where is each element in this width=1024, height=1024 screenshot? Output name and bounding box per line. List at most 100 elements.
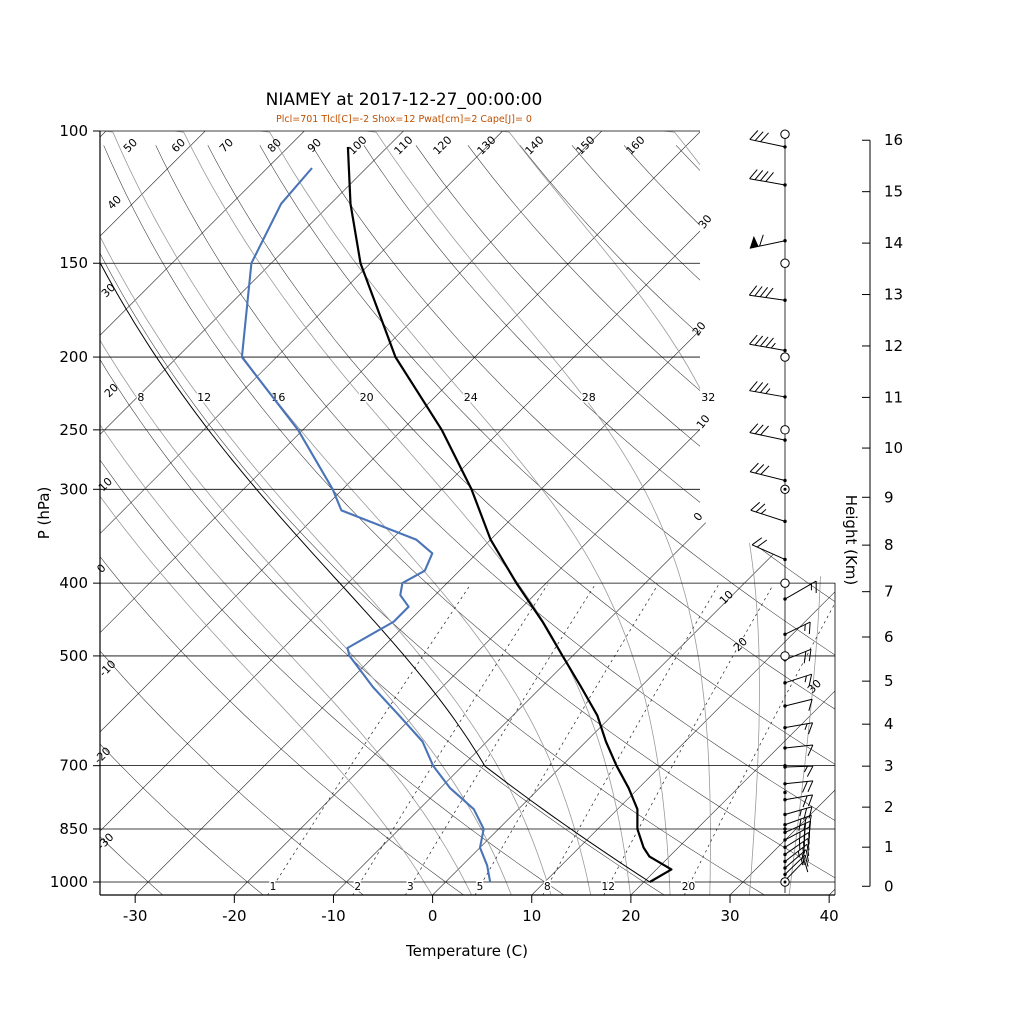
wind-barb bbox=[783, 849, 809, 870]
wind-barbs-column bbox=[748, 129, 817, 893]
pressure-tick-label: 500 bbox=[59, 647, 88, 665]
staff-open-circle bbox=[780, 352, 790, 362]
pressure-tick-label: 300 bbox=[59, 480, 88, 498]
pressure-tick-label: 250 bbox=[59, 421, 88, 439]
dewpoint-profile-line bbox=[240, 167, 492, 883]
temperature-profile-line bbox=[346, 146, 673, 883]
wind-barb bbox=[749, 234, 787, 249]
grid-line-label: 70 bbox=[217, 136, 236, 155]
staff-open-circle bbox=[780, 578, 790, 588]
height-tick-label: 9 bbox=[884, 488, 894, 506]
mixing-ratio-label: 12 bbox=[602, 881, 615, 893]
moist-adiabat-label: 24 bbox=[464, 391, 478, 404]
wind-barb bbox=[783, 722, 814, 735]
grid-line-label: 10 bbox=[96, 475, 115, 494]
grid-line-label: 130 bbox=[475, 134, 499, 158]
temperature-tick-label: -10 bbox=[321, 907, 346, 925]
grid-line-labels: 50 60 70 80 90 100 110 120 130 140 150 160403020100… bbox=[92, 134, 824, 895]
staff-dotted-circle-dot bbox=[783, 487, 787, 491]
grid-mixing-ratio-lines bbox=[267, 584, 835, 895]
grid-line-label: -20 bbox=[92, 745, 114, 767]
wind-barb bbox=[783, 673, 813, 687]
wind-barb bbox=[750, 501, 787, 524]
grid-line-label: 0 bbox=[691, 510, 706, 524]
temperature-tick-label: -30 bbox=[123, 907, 148, 925]
wind-barb bbox=[783, 854, 809, 877]
grid-line-label: 30 bbox=[805, 677, 824, 696]
wind-barb bbox=[783, 621, 811, 637]
wind-barb bbox=[748, 285, 787, 302]
mixing-ratio-label: 3 bbox=[407, 881, 414, 893]
grid-line-label: 120 bbox=[431, 134, 455, 158]
height-tick-label: 14 bbox=[884, 234, 903, 252]
height-tick-label: 16 bbox=[884, 131, 903, 149]
grid-line-label: 20 bbox=[102, 381, 121, 400]
height-tick-label: 12 bbox=[884, 337, 903, 355]
grid-line-label: 10 bbox=[717, 588, 736, 607]
wind-barb bbox=[749, 334, 787, 353]
temperature-axis-label: Temperature (C) bbox=[406, 942, 528, 960]
axes-frame bbox=[99, 131, 836, 896]
temperature-tick-label: -20 bbox=[222, 907, 247, 925]
height-tick-label: 13 bbox=[884, 286, 903, 304]
wind-barb bbox=[749, 130, 787, 149]
wind-barb bbox=[749, 423, 787, 442]
grid-line-label: 20 bbox=[690, 319, 709, 338]
height-tick-label: 11 bbox=[884, 388, 903, 406]
staff-open-circle bbox=[780, 425, 790, 435]
moist-adiabat-label: 8 bbox=[137, 391, 144, 404]
moist-adiabat-label: 32 bbox=[701, 391, 715, 404]
wind-barb bbox=[783, 698, 813, 711]
height-tick-label: 7 bbox=[884, 583, 894, 601]
height-tick-label: 5 bbox=[884, 672, 894, 690]
height-tick-label: 1 bbox=[884, 838, 894, 856]
staff-level-dot bbox=[783, 790, 787, 795]
height-tick-label: 3 bbox=[884, 757, 894, 775]
grid-line-label: 0 bbox=[94, 561, 108, 575]
wind-barb bbox=[783, 744, 814, 757]
parcel-trace-line bbox=[100, 131, 651, 883]
temperature-tick-label: 20 bbox=[621, 907, 640, 925]
mixing-ratio-label: 8 bbox=[544, 881, 551, 893]
height-tick-label: 8 bbox=[884, 536, 894, 554]
grid-line-label: 150 bbox=[574, 134, 598, 158]
staff-dotted-circle-dot bbox=[783, 880, 787, 884]
moist-adiabat-label: 12 bbox=[197, 391, 211, 404]
wind-barb bbox=[783, 814, 812, 831]
wind-barb bbox=[783, 837, 810, 857]
height-tick-label: 2 bbox=[884, 798, 894, 816]
moist-adiabat-label: 20 bbox=[360, 391, 374, 404]
wind-barb bbox=[783, 794, 814, 808]
temperature-tick-label: 40 bbox=[820, 907, 839, 925]
height-tick-label: 0 bbox=[884, 877, 894, 895]
pressure-tick-label: 400 bbox=[59, 574, 88, 592]
staff-level-dot bbox=[783, 763, 787, 768]
temperature-tick-label: 10 bbox=[522, 907, 541, 925]
wind-barb bbox=[783, 765, 814, 777]
grid-line-label: 50 bbox=[121, 136, 140, 155]
grid-line-label: 10 bbox=[694, 412, 713, 431]
pressure-tick-label: 150 bbox=[59, 254, 88, 272]
grid-line-label: 30 bbox=[696, 212, 715, 231]
pressure-tick-labels: 100 150 200 250 300 400 500 700 850 1000 bbox=[50, 122, 100, 891]
pressure-tick-label: 200 bbox=[59, 348, 88, 366]
pressure-tick-label: 700 bbox=[59, 757, 88, 775]
wind-barb bbox=[783, 806, 813, 821]
mixing-ratio-label: 2 bbox=[354, 881, 361, 893]
pressure-axis-label: P (hPa) bbox=[35, 486, 53, 540]
staff-level-dot bbox=[783, 827, 787, 831]
wind-barb bbox=[783, 780, 814, 793]
wind-barb bbox=[751, 537, 787, 562]
temperature-tick-label: 30 bbox=[720, 907, 739, 925]
height-tick-label: 15 bbox=[884, 183, 903, 201]
height-axis-label: Height (Km) bbox=[842, 494, 860, 586]
pressure-gridlines bbox=[100, 130, 835, 883]
wind-barb bbox=[749, 381, 787, 399]
mixing-ratio-label: 20 bbox=[682, 881, 695, 893]
wind-barb bbox=[749, 462, 787, 483]
wind-barb bbox=[749, 169, 787, 187]
sounding-profiles bbox=[100, 131, 673, 883]
